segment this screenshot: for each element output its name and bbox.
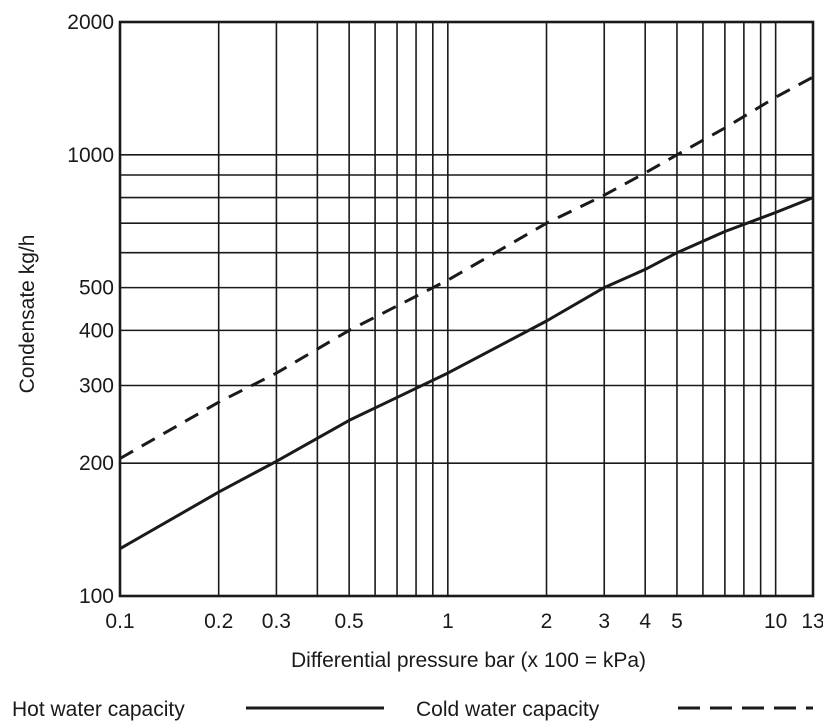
hot-water-capacity-line (119, 196, 814, 551)
y-tick-label: 200 (79, 452, 114, 475)
y-axis-title: Condensate kg/h (16, 235, 39, 394)
x-tick-label: 2 (541, 610, 553, 633)
y-tick-label: 2000 (67, 11, 114, 34)
legend-label-cold-water: Cold water capacity (416, 698, 600, 721)
x-tick-label: 1 (442, 610, 454, 633)
x-tick-label: 5 (671, 610, 683, 633)
y-tick-label: 300 (79, 374, 114, 397)
x-tick-label: 3 (598, 610, 610, 633)
x-tick-label: 0.1 (105, 610, 134, 633)
x-tick-label: 4 (639, 610, 651, 633)
y-tick-label: 400 (79, 319, 114, 342)
data-series (119, 75, 814, 551)
x-axis-tick-labels: 0.1 0.2 0.3 0.5 1 2 3 4 5 10 13 (105, 610, 823, 633)
y-tick-label: 1000 (67, 144, 114, 167)
y-axis-tick-labels: 100 200 300 400 500 1000 2000 (67, 11, 114, 608)
cold-water-capacity-line (119, 75, 814, 460)
legend-label-hot-water: Hot water capacity (12, 698, 185, 721)
x-tick-label: 0.5 (335, 610, 364, 633)
y-tick-label: 100 (79, 585, 114, 608)
x-tick-label: 0.3 (262, 610, 291, 633)
grid-lines (120, 22, 813, 596)
x-tick-label: 0.2 (204, 610, 233, 633)
x-axis-title: Differential pressure bar (x 100 = kPa) (291, 649, 646, 672)
x-tick-label: 10 (764, 610, 787, 633)
plot-area-frame (118, 20, 815, 598)
legend: Hot water capacity Cold water capacity (12, 698, 813, 721)
y-tick-label: 500 (79, 277, 114, 300)
x-tick-label: 13 (801, 610, 823, 633)
